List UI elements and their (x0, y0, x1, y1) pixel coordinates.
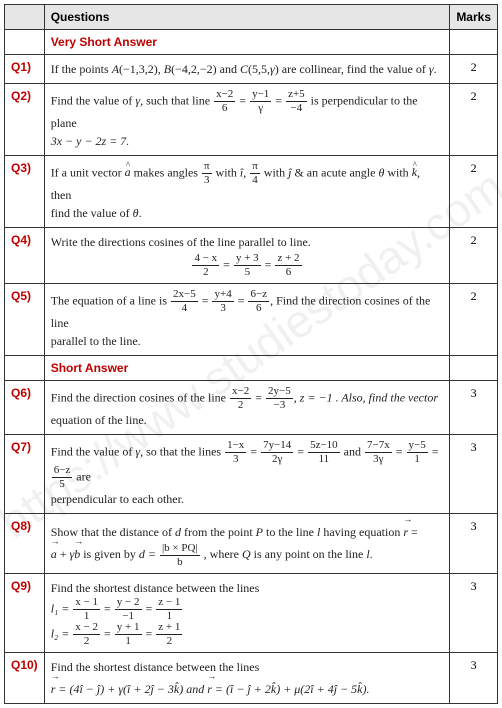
q-id: Q5) (5, 284, 45, 356)
section-sa: Short Answer (44, 356, 450, 381)
q-id: Q2) (5, 84, 45, 156)
q-text: If the points A(−1,3,2), B(−4,2,−2) and … (44, 55, 450, 84)
q-text: Show that the distance of d from the poi… (44, 514, 450, 574)
table-row: Q5) The equation of a line is 2x−54 = y+… (5, 284, 498, 356)
q-id: Q3) (5, 156, 45, 228)
q-marks: 2 (450, 156, 498, 228)
q-marks: 3 (450, 435, 498, 514)
q-text: Write the directions cosines of the line… (44, 228, 450, 284)
q-text: Find the value of γ, so that the lines 1… (44, 435, 450, 514)
q-text: If a unit vector a makes angles π3 with … (44, 156, 450, 228)
q-marks: 3 (450, 381, 498, 435)
table-row: Q7) Find the value of γ, so that the lin… (5, 435, 498, 514)
q-marks: 2 (450, 284, 498, 356)
table-row: Q10) Find the shortest distance between … (5, 652, 498, 703)
section-row: Short Answer (5, 356, 498, 381)
header-questions: Questions (44, 5, 450, 30)
q-text: Find the shortest distance between the l… (44, 573, 450, 652)
q-marks: 3 (450, 514, 498, 574)
q-text: The equation of a line is 2x−54 = y+43 =… (44, 284, 450, 356)
q-id: Q1) (5, 55, 45, 84)
section-row: Very Short Answer (5, 30, 498, 55)
q-id: Q7) (5, 435, 45, 514)
table-row: Q4) Write the directions cosines of the … (5, 228, 498, 284)
q-id: Q10) (5, 652, 45, 703)
header-row: Questions Marks (5, 5, 498, 30)
q-text: Find the value of γ, such that line x−26… (44, 84, 450, 156)
header-blank (5, 5, 45, 30)
q-id: Q6) (5, 381, 45, 435)
q-marks: 2 (450, 228, 498, 284)
q-id: Q8) (5, 514, 45, 574)
table-row: Q1) If the points A(−1,3,2), B(−4,2,−2) … (5, 55, 498, 84)
q-marks: 2 (450, 84, 498, 156)
header-marks: Marks (450, 5, 498, 30)
question-table: Questions Marks Very Short Answer Q1) If… (4, 4, 498, 704)
q-marks: 2 (450, 55, 498, 84)
table-row: Q8) Show that the distance of d from the… (5, 514, 498, 574)
table-row: Q9) Find the shortest distance between t… (5, 573, 498, 652)
q-text: Find the shortest distance between the l… (44, 652, 450, 703)
q-marks: 3 (450, 652, 498, 703)
table-row: Q6) Find the direction cosines of the li… (5, 381, 498, 435)
section-vsa: Very Short Answer (44, 30, 450, 55)
q-id: Q4) (5, 228, 45, 284)
q-marks: 3 (450, 573, 498, 652)
q-text: Find the direction cosines of the line x… (44, 381, 450, 435)
q-id: Q9) (5, 573, 45, 652)
table-row: Q3) If a unit vector a makes angles π3 w… (5, 156, 498, 228)
table-row: Q2) Find the value of γ, such that line … (5, 84, 498, 156)
